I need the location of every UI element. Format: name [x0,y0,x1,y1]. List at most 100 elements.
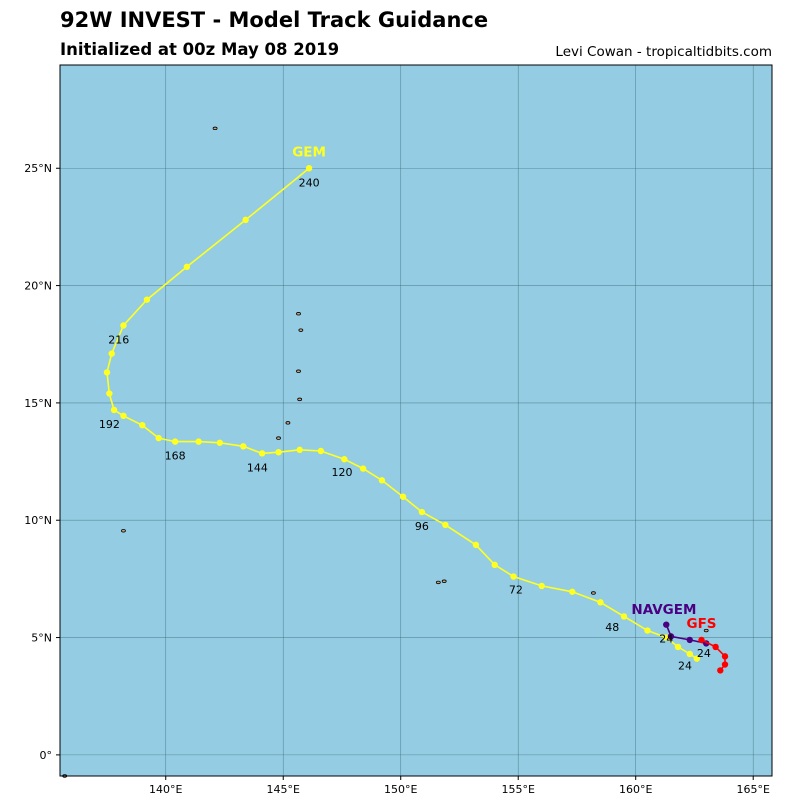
track-line [665,624,707,645]
forecast-hour-label: 216 [108,334,129,347]
model-name-label: GFS [686,616,716,632]
track-point [418,508,426,516]
track-point [216,439,223,446]
island [296,312,301,316]
island [703,628,709,633]
lon-tick-label: 145°E [267,783,300,796]
lon-tick-label: 150°E [384,783,417,796]
track-point [242,216,249,224]
model-tracks [103,165,729,674]
track-point [296,446,303,454]
track-point [597,599,604,606]
track-point [693,655,701,662]
island-group [62,126,709,778]
track-point [183,263,191,271]
track-point [143,296,151,303]
track-point [110,406,118,414]
track-point [195,438,202,445]
forecast-hour-label: 192 [99,418,120,431]
forecast-hour-label: 24 [697,647,711,660]
lat-tick-label: 10°N [24,514,52,527]
lon-tick-label: 160°E [619,783,652,796]
forecast-hour-label: 24 [659,633,673,646]
track-gem [103,165,701,662]
track-point [510,573,517,580]
lat-tick-label: 15°N [24,397,52,410]
island [276,436,281,440]
track-point [721,661,729,668]
forecast-hour-label: 96 [415,520,429,533]
lon-tick-label: 155°E [501,783,534,796]
track-point [698,636,705,644]
track-point [275,448,282,456]
track-point [341,456,348,463]
track-point [721,653,729,660]
track-point [139,421,146,429]
lat-tick-label: 20°N [24,280,52,293]
model-name-label: GEM [292,145,326,161]
island [297,397,303,402]
track-point [378,477,386,484]
track-point [305,165,313,172]
track-point [663,621,670,628]
lat-tick-label: 5°N [31,632,52,645]
track-point [472,541,480,549]
track-point [644,627,651,634]
track-point [674,643,682,651]
track-point [359,465,367,472]
lat-tick-label: 25°N [24,162,52,175]
forecast-hour-labels: 24 48 72 96 120 144 168 192 216 240 GEM 24 NAVGEM 24 G… [99,145,717,673]
track-point [120,322,127,329]
track-point [106,390,113,397]
track-point [155,434,162,442]
lat-lon-grid [60,65,772,776]
track-point [240,443,247,450]
track-point [717,667,724,674]
init-time: Initialized at 00z May 08 2019 [60,40,340,59]
lat-tick-label: 0° [40,749,53,762]
island [441,579,447,583]
island [285,421,291,425]
island [435,580,441,585]
forecast-hour-label: 144 [247,461,268,474]
island [121,529,126,533]
track-point [120,412,127,420]
track-point [108,350,115,357]
track-point [667,633,675,640]
track-point [103,369,111,376]
track-gfs [698,636,729,674]
track-point [712,643,719,651]
track-point [258,450,266,457]
track-point [686,636,693,644]
track-point [171,438,179,445]
forecast-hour-label: 168 [165,450,186,463]
track-point [620,613,628,620]
forecast-hour-label: 240 [299,176,320,189]
axis-labels: 140°E 145°E 150°E 155°E 160°E 165°E 0° 5°N 10°N 1… [24,162,770,796]
track-point [569,588,576,595]
track-line [106,167,698,660]
track-navgem [663,621,710,647]
forecast-hour-label: 24 [678,660,692,673]
lon-tick-label: 140°E [149,783,182,796]
track-point [399,493,407,500]
track-point [491,561,498,569]
model-name-label: NAVGEM [631,602,696,618]
lon-tick-label: 165°E [736,783,769,796]
track-point [317,447,325,455]
island [591,591,596,595]
ocean-background [60,65,772,776]
island [298,328,304,332]
track-point [538,582,545,590]
island [296,369,301,373]
track-point [442,521,449,529]
chart-title: 92W INVEST - Model Track Guidance [60,8,489,32]
forecast-hour-label: 48 [605,621,619,634]
forecast-hour-label: 120 [331,466,352,479]
island [212,126,218,131]
credit-text: Levi Cowan - tropicaltidbits.com [555,44,772,60]
track-point [686,650,693,658]
forecast-hour-label: 72 [509,583,523,596]
map-frame [59,64,773,777]
